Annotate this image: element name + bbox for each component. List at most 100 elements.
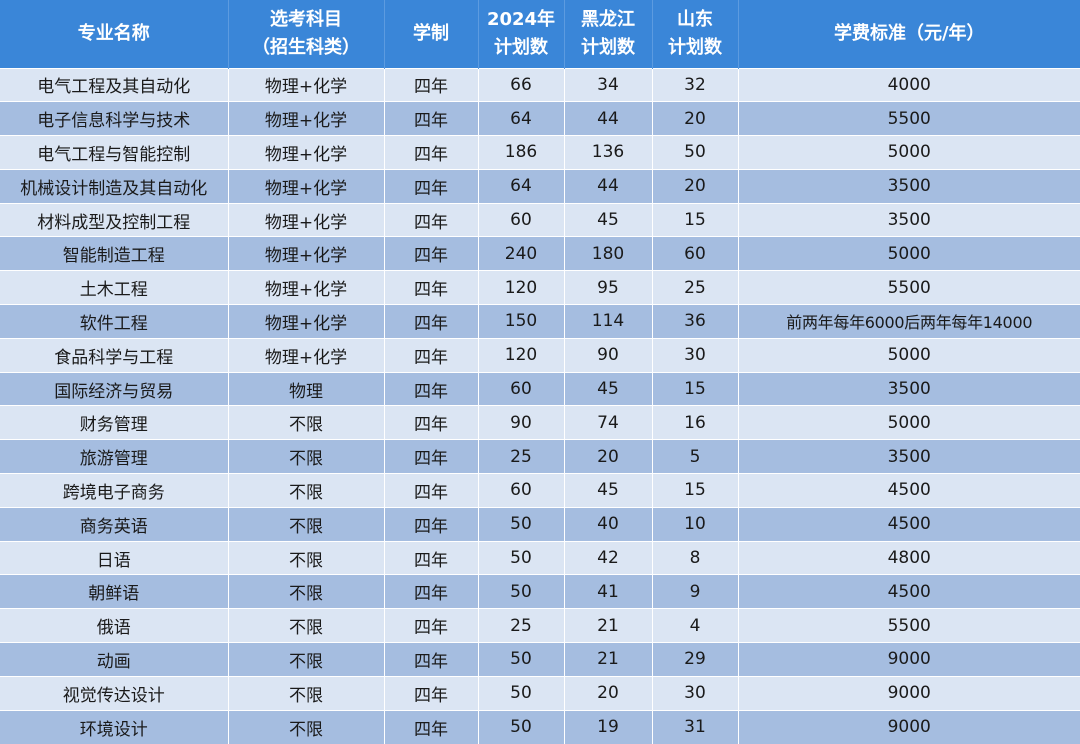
cell-heilongjiang-plan: 21	[564, 642, 653, 677]
cell-subject-requirement: 物理+化学	[228, 236, 385, 271]
cell-study-length: 四年	[384, 574, 479, 609]
cell-plan-2024: 60	[478, 473, 565, 508]
cell-plan-2024: 150	[478, 304, 565, 339]
cell-shandong-plan: 20	[652, 101, 739, 136]
cell-heilongjiang-plan: 45	[564, 371, 653, 406]
cell-subject-requirement: 不限	[228, 675, 385, 711]
cell-subject-requirement: 物理+化学	[228, 304, 385, 339]
cell-study-length: 四年	[384, 101, 479, 136]
cell-major-name: 土木工程	[0, 270, 229, 305]
cell-study-length: 四年	[384, 473, 479, 508]
cell-subject-requirement: 不限	[228, 642, 385, 677]
table-row: 电气工程及其自动化 物理+化学 四年 66 34 32 4000	[0, 67, 1080, 102]
cell-shandong-plan: 50	[652, 135, 739, 170]
cell-study-length: 四年	[384, 168, 479, 204]
cell-major-name: 电气工程及其自动化	[0, 67, 229, 102]
cell-tuition-fee: 4800	[738, 540, 1080, 575]
cell-shandong-plan: 29	[652, 642, 739, 677]
cell-tuition-fee: 3500	[738, 371, 1080, 406]
cell-study-length: 四年	[384, 439, 479, 474]
table-row: 日语 不限 四年 50 42 8 4800	[0, 540, 1080, 575]
cell-heilongjiang-plan: 20	[564, 439, 653, 474]
header-shandong-plan: 山东 计划数	[652, 0, 739, 68]
cell-heilongjiang-plan: 34	[564, 67, 653, 102]
cell-study-length: 四年	[384, 506, 479, 542]
cell-plan-2024: 66	[478, 67, 565, 102]
cell-plan-2024: 90	[478, 405, 565, 440]
cell-major-name: 视觉传达设计	[0, 675, 229, 711]
cell-shandong-plan: 15	[652, 473, 739, 508]
cell-plan-2024: 64	[478, 101, 565, 136]
cell-study-length: 四年	[384, 709, 479, 744]
cell-shandong-plan: 10	[652, 506, 739, 542]
cell-study-length: 四年	[384, 236, 479, 271]
header-plan-2024: 2024年 计划数	[478, 0, 565, 68]
cell-study-length: 四年	[384, 337, 479, 373]
cell-heilongjiang-plan: 40	[564, 506, 653, 542]
cell-plan-2024: 50	[478, 709, 565, 744]
cell-study-length: 四年	[384, 304, 479, 339]
cell-plan-2024: 60	[478, 371, 565, 406]
table-row: 旅游管理 不限 四年 25 20 5 3500	[0, 439, 1080, 474]
cell-subject-requirement: 物理+化学	[228, 168, 385, 204]
cell-plan-2024: 50	[478, 574, 565, 609]
cell-heilongjiang-plan: 90	[564, 337, 653, 373]
header-heilongjiang-plan: 黑龙江 计划数	[564, 0, 653, 68]
cell-shandong-plan: 31	[652, 709, 739, 744]
cell-tuition-fee: 9000	[738, 709, 1080, 744]
cell-major-name: 材料成型及控制工程	[0, 202, 229, 237]
cell-heilongjiang-plan: 180	[564, 236, 653, 271]
cell-tuition-fee: 4000	[738, 67, 1080, 102]
cell-tuition-fee: 4500	[738, 473, 1080, 508]
cell-plan-2024: 50	[478, 506, 565, 542]
cell-tuition-fee: 4500	[738, 506, 1080, 542]
table-row: 跨境电子商务 不限 四年 60 45 15 4500	[0, 473, 1080, 508]
cell-subject-requirement: 物理+化学	[228, 202, 385, 237]
cell-plan-2024: 50	[478, 540, 565, 575]
cell-tuition-fee: 5500	[738, 101, 1080, 136]
cell-subject-requirement: 不限	[228, 439, 385, 474]
cell-subject-requirement: 物理+化学	[228, 101, 385, 136]
cell-subject-requirement: 物理+化学	[228, 67, 385, 102]
cell-plan-2024: 64	[478, 168, 565, 204]
cell-plan-2024: 60	[478, 202, 565, 237]
cell-subject-requirement: 不限	[228, 405, 385, 440]
table-row: 朝鲜语 不限 四年 50 41 9 4500	[0, 574, 1080, 609]
cell-shandong-plan: 9	[652, 574, 739, 609]
cell-major-name: 俄语	[0, 608, 229, 643]
table-row: 财务管理 不限 四年 90 74 16 5000	[0, 405, 1080, 440]
cell-tuition-fee: 9000	[738, 675, 1080, 711]
cell-tuition-fee: 4500	[738, 574, 1080, 609]
cell-subject-requirement: 不限	[228, 473, 385, 508]
cell-plan-2024: 120	[478, 270, 565, 305]
cell-subject-requirement: 不限	[228, 540, 385, 575]
cell-shandong-plan: 32	[652, 67, 739, 102]
cell-tuition-fee: 5500	[738, 608, 1080, 643]
cell-tuition-fee: 3500	[738, 168, 1080, 204]
cell-heilongjiang-plan: 20	[564, 675, 653, 711]
table-row: 视觉传达设计 不限 四年 50 20 30 9000	[0, 675, 1080, 711]
cell-shandong-plan: 5	[652, 439, 739, 474]
cell-subject-requirement: 物理+化学	[228, 270, 385, 305]
header-subject-requirement: 选考科目 （招生科类）	[228, 0, 385, 68]
cell-major-name: 环境设计	[0, 709, 229, 744]
cell-heilongjiang-plan: 114	[564, 304, 653, 339]
cell-subject-requirement: 物理+化学	[228, 135, 385, 170]
table-row: 俄语 不限 四年 25 21 4 5500	[0, 608, 1080, 643]
cell-study-length: 四年	[384, 67, 479, 102]
cell-plan-2024: 50	[478, 675, 565, 711]
cell-study-length: 四年	[384, 642, 479, 677]
table-row: 电子信息科学与技术 物理+化学 四年 64 44 20 5500	[0, 101, 1080, 136]
cell-major-name: 软件工程	[0, 304, 229, 339]
cell-shandong-plan: 4	[652, 608, 739, 643]
cell-study-length: 四年	[384, 135, 479, 170]
cell-heilongjiang-plan: 44	[564, 101, 653, 136]
cell-major-name: 跨境电子商务	[0, 473, 229, 508]
table-body: 电气工程及其自动化 物理+化学 四年 66 34 32 4000 电子信息科学与技术 物理+化学…	[0, 67, 1080, 744]
cell-subject-requirement: 物理	[228, 371, 385, 406]
header-tuition-fee: 学费标准（元/年）	[738, 0, 1080, 68]
cell-heilongjiang-plan: 45	[564, 202, 653, 237]
cell-major-name: 电气工程与智能控制	[0, 135, 229, 170]
cell-shandong-plan: 16	[652, 405, 739, 440]
